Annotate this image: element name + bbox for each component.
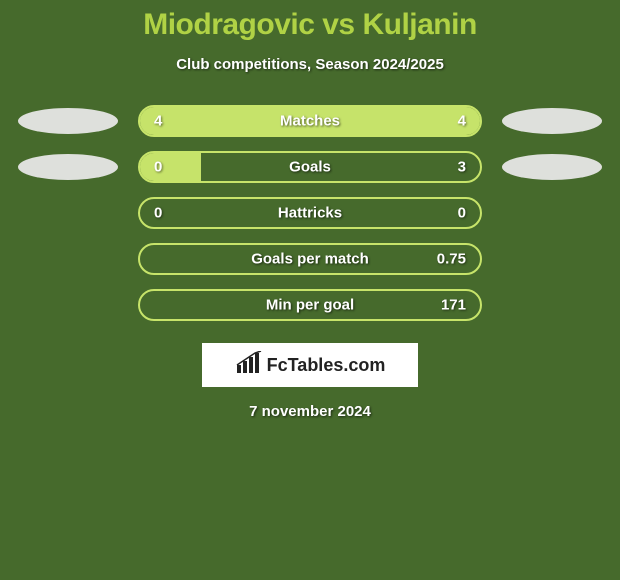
stat-label: Matches: [280, 113, 340, 130]
left-ellipse-icon: [18, 154, 118, 180]
subtitle-text: Club competitions, Season 2024/2025: [0, 56, 620, 73]
page-title: Miodragovic vs Kuljanin: [0, 8, 620, 42]
stat-row: 0 3 Goals: [0, 151, 620, 183]
logo-badge: FcTables.com: [202, 343, 418, 387]
chart-icon: [235, 351, 263, 380]
stat-bar: 0.75 Goals per match: [138, 243, 482, 275]
stat-right-value: 0: [458, 205, 466, 222]
stat-label: Goals per match: [251, 251, 369, 268]
stat-label: Min per goal: [266, 297, 354, 314]
stat-bar: 171 Min per goal: [138, 289, 482, 321]
left-ellipse-icon: [18, 108, 118, 134]
stat-label: Hattricks: [278, 205, 342, 222]
stat-bar: 0 3 Goals: [138, 151, 482, 183]
logo-text: FcTables.com: [267, 355, 386, 376]
stat-bar: 4 4 Matches: [138, 105, 482, 137]
stats-list: 4 4 Matches 0 3 Goals 0 0 Hattricks 0.75 Goals per…: [0, 105, 620, 321]
stat-row: 4 4 Matches: [0, 105, 620, 137]
date-text: 7 november 2024: [0, 403, 620, 420]
stat-right-value: 4: [458, 113, 466, 130]
stat-right-value: 3: [458, 159, 466, 176]
right-ellipse-icon: [502, 108, 602, 134]
stat-right-value: 171: [441, 297, 466, 314]
stat-left-value: 4: [154, 113, 162, 130]
stat-right-value: 0.75: [437, 251, 466, 268]
right-ellipse-icon: [502, 154, 602, 180]
stat-row: 171 Min per goal: [0, 289, 620, 321]
stat-left-value: 0: [154, 205, 162, 222]
stat-fill: [140, 153, 201, 181]
comparison-panel: Miodragovic vs Kuljanin Club competition…: [0, 0, 620, 420]
stat-row: 0.75 Goals per match: [0, 243, 620, 275]
stat-row: 0 0 Hattricks: [0, 197, 620, 229]
stat-left-value: 0: [154, 159, 162, 176]
stat-bar: 0 0 Hattricks: [138, 197, 482, 229]
stat-label: Goals: [289, 159, 331, 176]
